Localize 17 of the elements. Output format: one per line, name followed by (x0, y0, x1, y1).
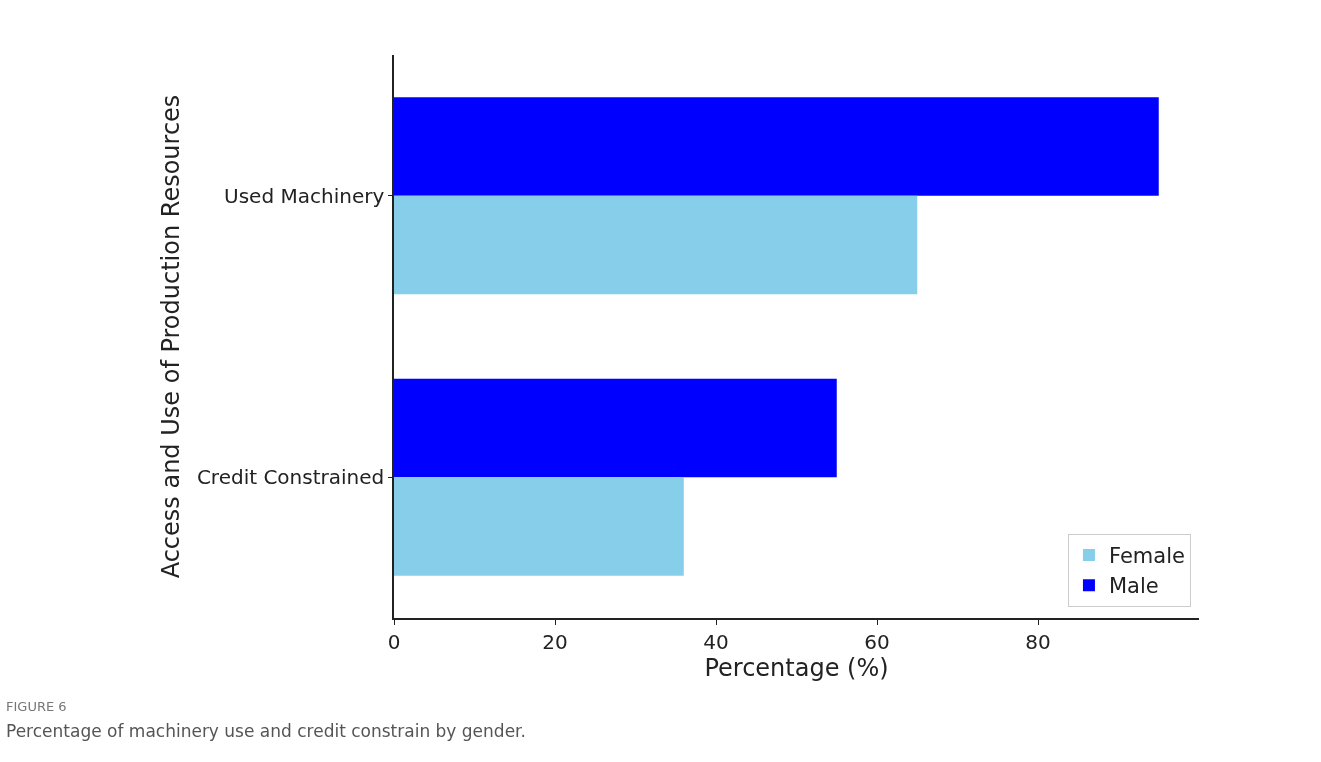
bar (394, 195, 918, 295)
y-tick-label: Credit Constrained (196, 465, 385, 490)
caption: FIGURE 6 (6, 699, 67, 714)
x-tick-label: 80 (1025, 629, 1051, 654)
bar (394, 378, 837, 478)
y-tick-label: Used Machinery (224, 183, 385, 208)
y-axis-title: Access and Use of Production Resources (157, 94, 186, 579)
x-tick-label: 40 (703, 629, 729, 654)
text: Percentage of machinery use and credit constrain by gender. (6, 721, 526, 741)
bar (394, 477, 684, 576)
x-axis-title: Percentage (%) (704, 653, 889, 682)
x-tick-label: 60 (864, 629, 890, 654)
legend-label: Male (1108, 574, 1159, 599)
legend-label: Female (1108, 544, 1185, 569)
x-tick-label: 20 (542, 629, 568, 654)
x-tick-label: 0 (387, 629, 401, 654)
bar (394, 97, 1159, 196)
